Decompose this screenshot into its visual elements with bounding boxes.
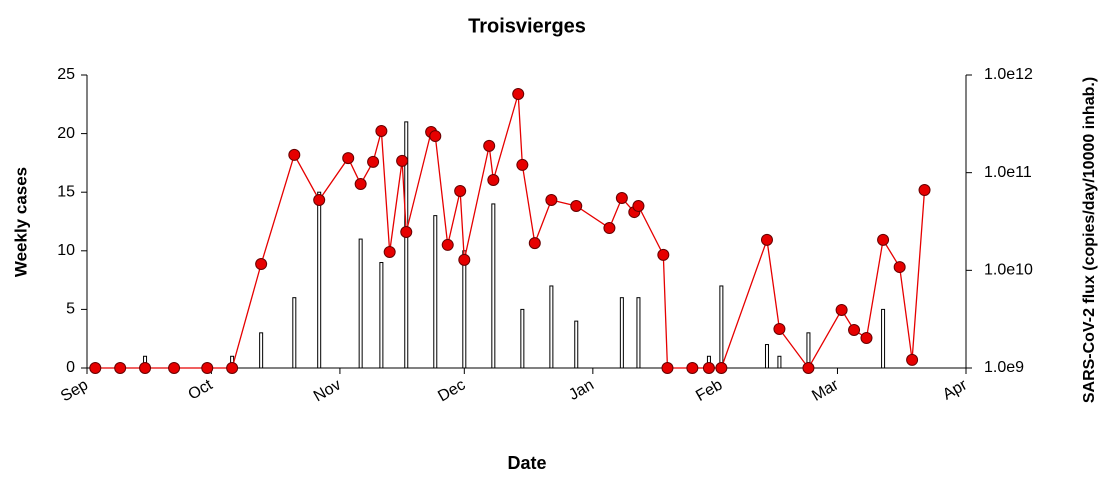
bar: [462, 250, 467, 369]
y-axis-title: Weekly cases: [11, 167, 30, 277]
marker: [860, 331, 873, 344]
marker: [441, 238, 454, 251]
marker: [848, 323, 861, 336]
bar: [719, 285, 724, 369]
bar: [777, 355, 782, 369]
marker: [342, 152, 355, 165]
bar: [881, 308, 886, 369]
marker: [877, 233, 890, 246]
y2-tick-label: 1.0e10: [984, 262, 1033, 279]
x-tick-label: Sep: [58, 376, 91, 405]
marker: [715, 362, 728, 374]
y2-tick-label: 1.0e11: [984, 164, 1032, 181]
marker: [458, 253, 471, 266]
y-tick-label: 10: [57, 242, 75, 259]
marker: [603, 222, 616, 235]
bar: [549, 285, 554, 369]
marker: [773, 322, 786, 335]
marker: [570, 199, 583, 212]
x-tick-label: Mar: [809, 376, 842, 405]
line: [95, 93, 926, 370]
marker: [702, 362, 715, 374]
y2-tick-label: 1.0e12: [984, 66, 1033, 83]
marker: [168, 362, 181, 374]
bar: [574, 320, 579, 369]
marker: [114, 362, 127, 374]
marker: [354, 178, 367, 191]
marker: [516, 158, 529, 171]
marker: [487, 174, 500, 187]
y2-axis-title: SARS-CoV-2 flux (copies/day/10000 inhab.…: [1081, 77, 1098, 403]
marker: [367, 155, 380, 168]
bar: [259, 332, 264, 369]
bar: [292, 297, 297, 369]
x-tick-label: Oct: [185, 376, 216, 403]
marker: [201, 362, 214, 374]
bar: [520, 308, 525, 369]
x-tick-label: Feb: [693, 376, 725, 405]
marker: [512, 87, 525, 100]
marker: [226, 362, 239, 374]
bar: [404, 121, 409, 369]
marker: [139, 362, 152, 374]
y-tick-label: 25: [57, 66, 75, 83]
bar: [636, 297, 641, 369]
y-tick-label: 20: [57, 125, 75, 142]
marker: [255, 258, 268, 271]
bar: [433, 215, 438, 369]
marker: [760, 233, 773, 246]
marker: [906, 353, 919, 366]
y-tick-label: 15: [57, 183, 75, 200]
x-tick-label: Nov: [311, 376, 344, 405]
marker: [835, 303, 848, 316]
bar: [491, 203, 496, 369]
x-tick-label: Jan: [566, 376, 597, 404]
marker: [893, 261, 906, 274]
bar: [619, 297, 624, 369]
bar: [358, 238, 363, 369]
marker: [383, 246, 396, 259]
bar: [317, 191, 322, 369]
marker: [429, 130, 442, 143]
chart-title: Troisvierges: [468, 15, 586, 37]
y2-tick-label: 1.0e9: [984, 359, 1024, 376]
marker: [400, 225, 413, 238]
x-tick-label: Dec: [435, 376, 468, 405]
marker: [313, 193, 326, 206]
y-tick-label: 5: [66, 301, 75, 318]
marker: [288, 148, 301, 161]
marker: [918, 184, 931, 197]
marker: [686, 362, 699, 374]
marker: [375, 125, 388, 138]
x-axis-title: Date: [507, 453, 546, 473]
bar: [764, 344, 769, 369]
x-tick-label: Apr: [940, 376, 971, 404]
marker: [545, 193, 558, 206]
marker: [396, 154, 409, 167]
marker: [528, 237, 541, 250]
marker: [89, 362, 102, 374]
y-tick-label: 0: [66, 359, 75, 376]
marker: [454, 185, 467, 198]
bar: [379, 262, 384, 369]
marker: [615, 192, 628, 205]
marker: [632, 199, 645, 212]
marker: [657, 248, 670, 261]
marker: [661, 362, 674, 374]
marker: [483, 139, 496, 152]
marker: [802, 362, 815, 374]
